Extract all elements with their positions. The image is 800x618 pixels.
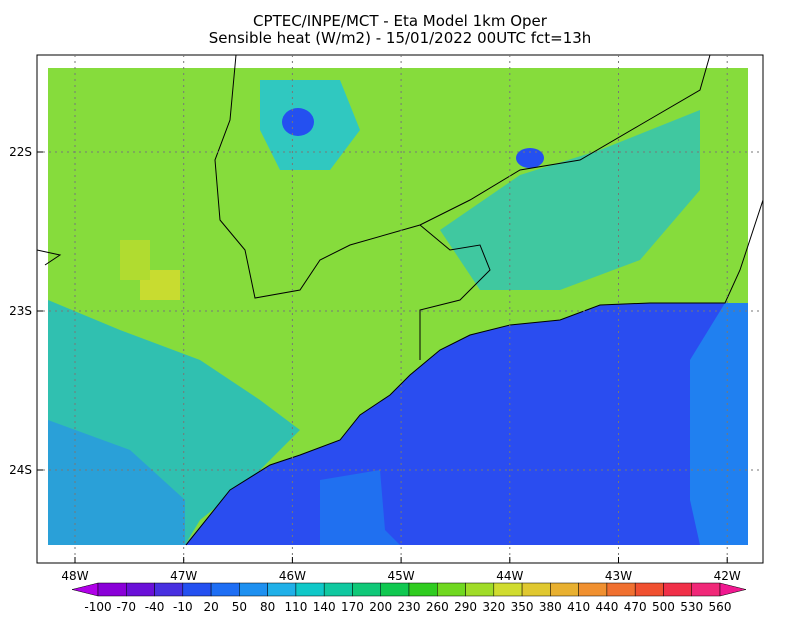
low-flux-spot: [516, 148, 544, 168]
borders: [36, 54, 764, 546]
colorbar-box: [182, 582, 212, 597]
colorbar-label: 350: [511, 600, 534, 614]
colorbar-label: 440: [595, 600, 618, 614]
lat-label: 24S: [9, 463, 32, 477]
colorbar-label: 320: [482, 600, 505, 614]
colorbar-label: 410: [567, 600, 590, 614]
colorbar-box: [97, 582, 127, 597]
colorbar-label: 380: [539, 600, 562, 614]
graticule: 22S 23S 24S 48W 47W 46W 45W 44W 43W 42W: [9, 55, 763, 583]
colorbar-box: [295, 582, 325, 597]
colorbar-box: [210, 582, 240, 597]
colorbar-label: 200: [369, 600, 392, 614]
low-flux-area: [440, 110, 700, 290]
colorbar-label: 290: [454, 600, 477, 614]
colorbar-box: [154, 582, 184, 597]
colorbar-label: 20: [203, 600, 218, 614]
title-line2: Sensible heat (W/m2) - 15/01/2022 00UTC …: [209, 29, 592, 47]
lon-label: 45W: [388, 569, 415, 583]
colorbar-label: 230: [398, 600, 421, 614]
lon-label: 48W: [61, 569, 88, 583]
state-border: [214, 54, 711, 299]
colorbar-label: 500: [652, 600, 675, 614]
colorbar-label: -70: [116, 600, 136, 614]
field: [48, 68, 748, 545]
ocean-edge: [320, 470, 400, 545]
colorbar-label: 80: [260, 600, 275, 614]
colorbar-box: [323, 582, 353, 597]
ocean-edge: [690, 303, 748, 545]
colorbar-box: [634, 582, 664, 597]
colorbar-label: 470: [624, 600, 647, 614]
lon-label: 43W: [605, 569, 632, 583]
colorbar-box: [408, 582, 438, 597]
low-flux-area: [48, 420, 185, 545]
colorbar-arrow: [719, 582, 747, 597]
colorbar-label: -40: [145, 600, 165, 614]
colorbar-label: 170: [341, 600, 364, 614]
colorbar-label: 560: [709, 600, 732, 614]
colorbar-label: 260: [426, 600, 449, 614]
map-frame: [36, 54, 764, 564]
colorbar-box: [437, 582, 466, 597]
colorbar-label: -100: [84, 600, 111, 614]
colorbar-box: [578, 582, 608, 597]
lat-label: 23S: [9, 304, 32, 318]
state-border: [36, 249, 62, 266]
colorbar: -100 -70 -40 -10 20 50 80 110 140 170 200 230 260 290…: [71, 582, 747, 614]
colorbar-label: 110: [284, 600, 307, 614]
lat-label: 22S: [9, 145, 32, 159]
colorbar-arrow: [71, 582, 99, 597]
lon-label: 42W: [714, 569, 741, 583]
title-line1: CPTEC/INPE/MCT - Eta Model 1km Oper: [253, 12, 548, 30]
colorbar-box: [663, 582, 692, 597]
colorbar-box: [606, 582, 636, 597]
high-flux-spot: [120, 240, 150, 280]
colorbar-box: [380, 582, 410, 597]
lon-label: 44W: [496, 569, 523, 583]
state-border: [419, 224, 491, 360]
colorbar-box: [521, 582, 551, 597]
coastline: [185, 199, 764, 546]
colorbar-label: -10: [173, 600, 193, 614]
colorbar-box: [493, 582, 523, 597]
colorbar-box: [267, 582, 297, 597]
colorbar-box: [126, 582, 155, 597]
lon-label: 47W: [170, 569, 197, 583]
colorbar-label: 140: [313, 600, 336, 614]
colorbar-box: [691, 582, 721, 597]
low-flux-spot: [282, 108, 314, 136]
colorbar-label: 50: [232, 600, 247, 614]
colorbar-label: 530: [680, 600, 703, 614]
colorbar-box: [550, 582, 579, 597]
colorbar-box: [352, 582, 381, 597]
lon-label: 46W: [279, 569, 306, 583]
colorbar-box: [465, 582, 495, 597]
colorbar-box: [239, 582, 268, 597]
